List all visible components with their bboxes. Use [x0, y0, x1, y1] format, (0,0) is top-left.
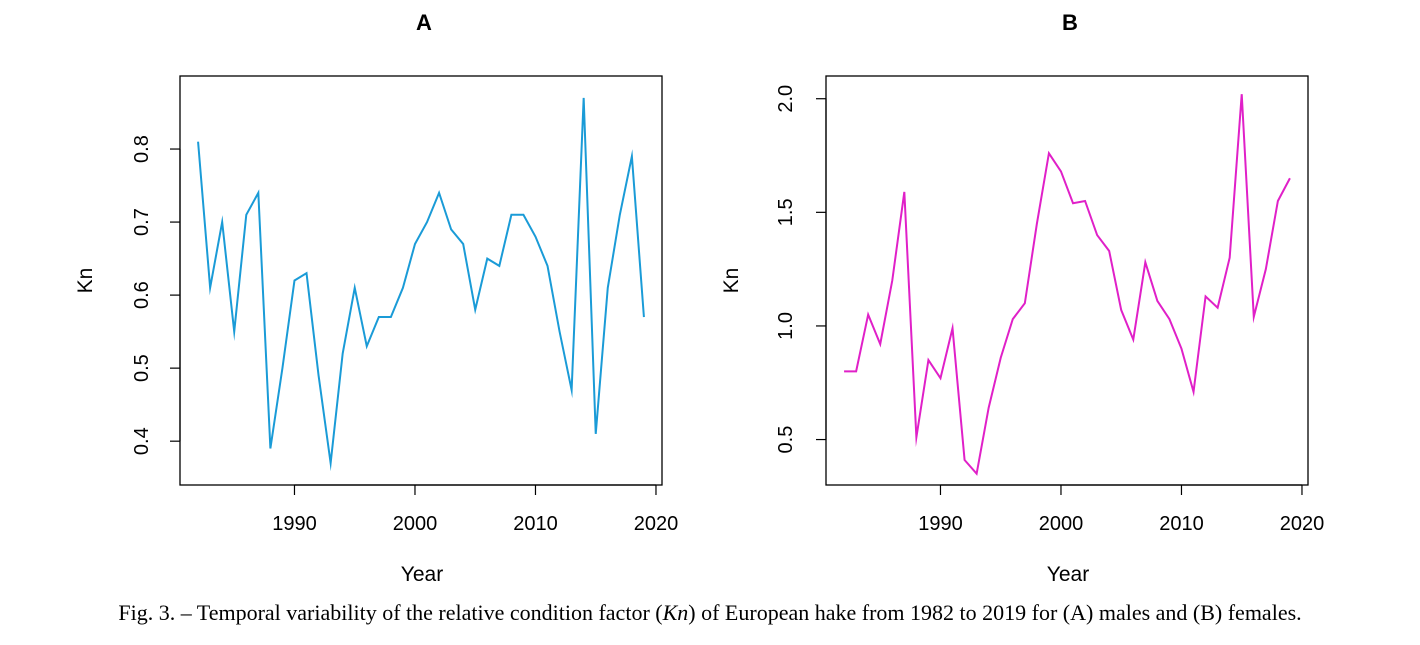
x-tick-label-b: 2000	[1039, 513, 1084, 535]
y-axis-label-b: Kn	[720, 268, 743, 294]
x-tick-label-a: 2020	[634, 513, 679, 535]
caption-prefix: Fig. 3. – Temporal variability of the re…	[118, 600, 663, 625]
chart-a: A 1990 2000 2010 2020 0.4 0.5 0.6 0.7 0.8 Year Kn	[74, 10, 678, 586]
x-tick-label-a: 1990	[272, 513, 317, 535]
x-axis-label-a: Year	[401, 563, 443, 586]
x-tick-label-a: 2000	[393, 513, 438, 535]
series-line-b	[844, 94, 1291, 476]
chart-title-b: B	[1062, 10, 1078, 35]
y-tick-label-a: 0.4	[131, 427, 153, 455]
x-tick-label-b: 1990	[918, 513, 963, 535]
x-axis-label-b: Year	[1047, 563, 1089, 586]
x-tick-label-b: 2010	[1159, 513, 1204, 535]
y-tick-label-a: 0.8	[131, 135, 153, 163]
x-tick-label-a: 2010	[513, 513, 558, 535]
chart-b: B 1990 2000 2010 2020 0.5 1.0 1.5 2.0 Year Kn	[720, 10, 1324, 586]
series-line-a	[197, 97, 645, 472]
y-tick-label-b: 2.0	[775, 85, 797, 113]
y-axis-label-a: Kn	[74, 268, 97, 294]
chart-title-a: A	[416, 10, 432, 35]
y-tick-label-a: 0.6	[131, 281, 153, 309]
caption-italic: Kn	[662, 600, 689, 625]
y-tick-label-b: 1.5	[775, 198, 797, 226]
plot-frame-b	[825, 75, 1309, 486]
y-tick-label-b: 1.0	[775, 312, 797, 340]
figure-caption: Fig. 3. – Temporal variability of the re…	[0, 600, 1420, 626]
x-tick-label-b: 2020	[1280, 513, 1325, 535]
y-tick-label-b: 0.5	[775, 426, 797, 454]
caption-suffix: ) of European hake from 1982 to 2019 for…	[688, 600, 1302, 625]
y-tick-label-a: 0.5	[131, 354, 153, 382]
y-tick-label-a: 0.7	[131, 208, 153, 236]
